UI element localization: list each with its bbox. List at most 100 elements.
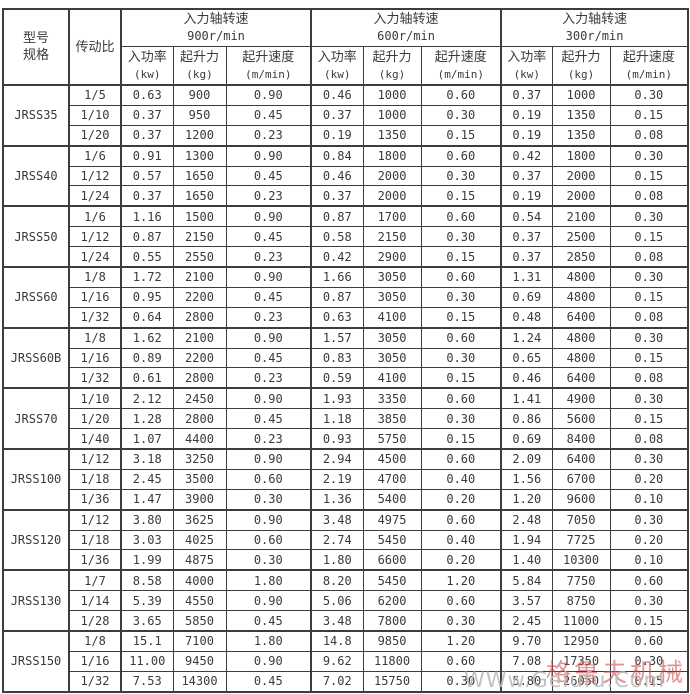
ratio-cell: 1/7	[68, 569, 122, 592]
value-cell: 0.40	[420, 468, 502, 490]
value-cell: 0.60	[420, 144, 502, 167]
value-cell: 0.20	[420, 549, 502, 571]
value-cell: 0.60	[420, 448, 502, 470]
value-cell: 0.87	[310, 286, 364, 308]
value-cell: 0.69	[500, 428, 553, 450]
value-cell: 3850	[362, 408, 422, 430]
value-cell: 8750	[551, 590, 611, 612]
speed-group-300-title: 入力轴转速	[562, 12, 628, 27]
table-row: 1/16 11.00 9450 0.90 9.62 11800 0.60 7.08 17350 0…	[3, 650, 689, 672]
value-cell: 0.37	[500, 226, 553, 248]
table-row: 1/32 7.53 14300 0.45 7.02 15750 0.30 5.80 26050 0…	[3, 670, 689, 693]
subheader-force-600: 起升力 (kg)	[362, 46, 422, 86]
value-cell: 1800	[551, 144, 611, 167]
value-cell: 0.15	[420, 428, 502, 450]
ratio-cell: 1/10	[68, 387, 122, 410]
value-cell: 4800	[551, 265, 611, 288]
value-cell: 1200	[172, 124, 227, 147]
ratio-cell: 1/12	[68, 165, 122, 187]
value-cell: 3.80	[120, 508, 174, 531]
value-cell: 1650	[172, 185, 227, 207]
value-cell: 4975	[362, 508, 422, 531]
value-cell: 0.15	[609, 286, 689, 308]
value-cell: 0.59	[310, 367, 364, 389]
value-cell: 3.03	[120, 529, 174, 551]
table-body: JRSS35 1/5 0.63 900 0.90 0.46 1000 0.60 0.37 1000…	[2, 83, 689, 693]
table-row: JRSS130 1/7 8.58 4000 1.80 8.20 5450 1.20 5.84 77…	[2, 569, 689, 632]
value-cell: 0.30	[609, 590, 689, 612]
ratio-cell: 1/16	[68, 347, 122, 369]
table-row: JRSS60B 1/8 1.62 2100 0.90 1.57 3050 0.60 1.24 48…	[2, 326, 689, 389]
value-cell: 1.93	[310, 387, 364, 410]
value-cell: 0.54	[500, 205, 553, 228]
hoist-spec-table: 型号 规格 传动比 入力轴转速 900r/min 入力轴转速 600r/min …	[2, 8, 690, 693]
value-cell: 1.20	[420, 630, 502, 652]
header-group-row: 型号 规格 传动比 入力轴转速 900r/min 入力轴转速 600r/min …	[2, 8, 689, 86]
table-row: JRSS150 1/8 15.1 7100 1.80 14.8 9850 1.20 9.70 12…	[2, 630, 689, 693]
value-cell: 0.30	[609, 205, 689, 228]
value-cell: 0.30	[420, 286, 502, 308]
value-cell: 0.15	[609, 347, 689, 369]
value-cell: 0.20	[609, 529, 689, 551]
value-cell: 0.45	[225, 610, 312, 632]
table-row: JRSS50 1/6 1.16 1500 0.90 0.87 1700 0.60 0.54 210…	[2, 205, 689, 268]
table-row: 1/18 2.45 3500 0.60 2.19 4700 0.40 1.56 6700 0.20	[3, 468, 689, 490]
value-cell: 0.30	[420, 165, 502, 187]
subheader-force-900: 起升力 (kg)	[172, 46, 227, 86]
table-row: 1/14 5.39 4550 0.90 5.06 6200 0.60 3.57 8750 0.30	[3, 590, 689, 612]
value-cell: 0.19	[500, 124, 553, 147]
value-cell: 3500	[172, 468, 227, 490]
model-name-cell: JRSS130	[2, 569, 70, 632]
subheader-speed-600: 起升速度 (m/min)	[420, 46, 502, 86]
value-cell: 0.30	[609, 508, 689, 531]
value-cell: 0.60	[420, 650, 502, 672]
value-cell: 2000	[551, 185, 611, 207]
value-cell: 12950	[551, 630, 611, 652]
value-cell: 1.66	[310, 265, 364, 288]
value-cell: 1.40	[500, 549, 553, 571]
value-cell: 0.60	[225, 468, 312, 490]
value-cell: 0.63	[120, 83, 174, 106]
value-cell: 1.36	[310, 488, 364, 511]
value-cell: 0.23	[225, 367, 312, 389]
value-cell: 0.19	[310, 124, 364, 147]
header-speed-group-600: 入力轴转速 600r/min	[310, 8, 502, 47]
speed-group-900-title: 入力轴转速	[183, 12, 249, 27]
value-cell: 1700	[362, 205, 422, 228]
ratio-cell: 1/28	[68, 610, 122, 632]
value-cell: 0.45	[225, 165, 312, 187]
ratio-cell: 1/36	[68, 549, 122, 571]
value-cell: 6700	[551, 468, 611, 490]
power-label: 入功率	[127, 49, 167, 65]
value-cell: 1000	[551, 83, 611, 106]
value-cell: 0.30	[420, 347, 502, 369]
value-cell: 3.57	[500, 590, 553, 612]
ratio-cell: 1/12	[68, 448, 122, 470]
value-cell: 0.46	[500, 367, 553, 389]
ratio-cell: 1/8	[68, 630, 122, 652]
value-cell: 0.08	[609, 185, 689, 207]
value-cell: 14.8	[310, 630, 364, 652]
value-cell: 0.95	[120, 286, 174, 308]
ratio-cell: 1/18	[68, 468, 122, 490]
value-cell: 0.93	[310, 428, 364, 450]
value-cell: 1.94	[500, 529, 553, 551]
value-cell: 1.16	[120, 205, 174, 228]
value-cell: 0.46	[310, 83, 364, 106]
table-row: 1/16 0.89 2200 0.45 0.83 3050 0.30 0.65 4800 0.15	[3, 347, 689, 369]
value-cell: 2900	[362, 246, 422, 268]
value-cell: 4100	[362, 367, 422, 389]
speed-unit: (m/min)	[437, 67, 484, 81]
value-cell: 2.94	[310, 448, 364, 470]
value-cell: 3050	[362, 265, 422, 288]
value-cell: 0.64	[120, 306, 174, 329]
speed-label: 起升速度	[434, 49, 487, 65]
value-cell: 1.18	[310, 408, 364, 430]
value-cell: 0.30	[609, 265, 689, 288]
value-cell: 0.37	[310, 185, 364, 207]
ratio-cell: 1/14	[68, 590, 122, 612]
value-cell: 0.60	[420, 83, 502, 106]
power-unit: (kw)	[134, 67, 161, 81]
value-cell: 0.45	[225, 286, 312, 308]
value-cell: 4700	[362, 468, 422, 490]
